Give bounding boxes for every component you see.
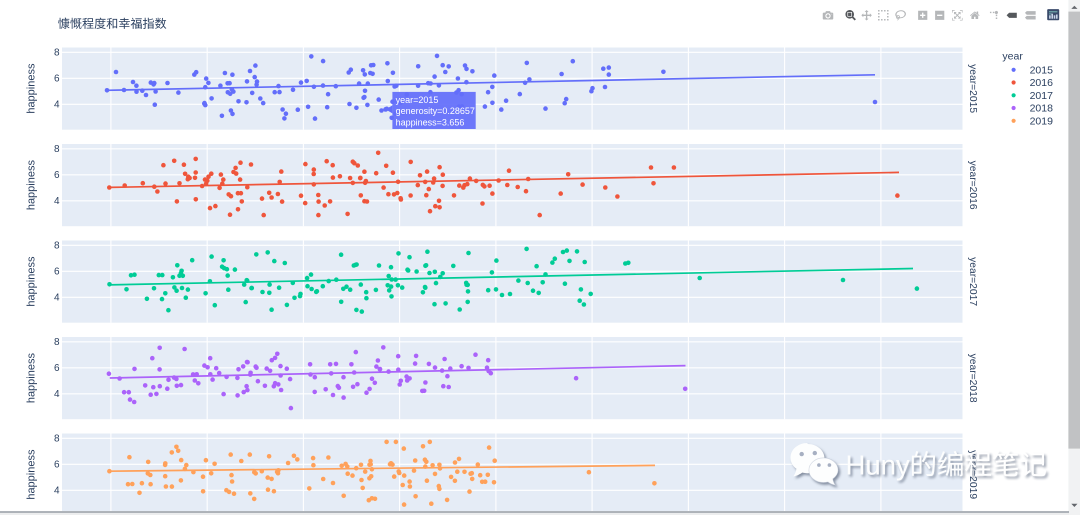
svg-text:4: 4 [54, 486, 60, 497]
svg-text:happiness: happiness [26, 353, 38, 404]
svg-text:8: 8 [54, 241, 60, 252]
svg-text:6: 6 [54, 363, 60, 374]
svg-text:year: year [1002, 51, 1023, 63]
svg-text:year=2018: year=2018 [967, 354, 978, 403]
svg-text:4: 4 [54, 196, 60, 207]
svg-text:2019: 2019 [1030, 115, 1054, 127]
svg-text:2015: 2015 [1030, 64, 1054, 76]
svg-text:year=2016: year=2016 [967, 161, 978, 210]
svg-text:Huny: Huny [846, 449, 910, 480]
svg-text:year=2015: year=2015 [967, 64, 978, 113]
svg-text:year=2017: year=2017 [967, 257, 978, 306]
svg-text:2018: 2018 [1030, 103, 1054, 115]
svg-text:8: 8 [54, 144, 60, 155]
svg-text:2016: 2016 [1030, 77, 1054, 89]
svg-text:happiness: happiness [26, 449, 38, 500]
svg-text:happiness=3.656: happiness=3.656 [396, 117, 465, 127]
svg-text:4: 4 [54, 389, 60, 400]
svg-text:2017: 2017 [1030, 90, 1054, 102]
svg-text:happiness: happiness [26, 160, 38, 211]
svg-text:generosity=0.28657: generosity=0.28657 [396, 106, 475, 116]
svg-text:4: 4 [54, 293, 60, 304]
svg-text:6: 6 [54, 460, 60, 471]
svg-text:6: 6 [54, 267, 60, 278]
svg-text:8: 8 [54, 434, 60, 445]
svg-text:happiness: happiness [26, 63, 38, 114]
svg-text:year=2019: year=2019 [967, 450, 978, 499]
svg-text:6: 6 [54, 170, 60, 181]
svg-text:6: 6 [54, 74, 60, 85]
svg-text:happiness: happiness [26, 256, 38, 307]
svg-text:4: 4 [54, 100, 60, 111]
svg-text:8: 8 [54, 337, 60, 348]
svg-text:year=2015: year=2015 [396, 95, 439, 105]
svg-text:8: 8 [54, 48, 60, 59]
